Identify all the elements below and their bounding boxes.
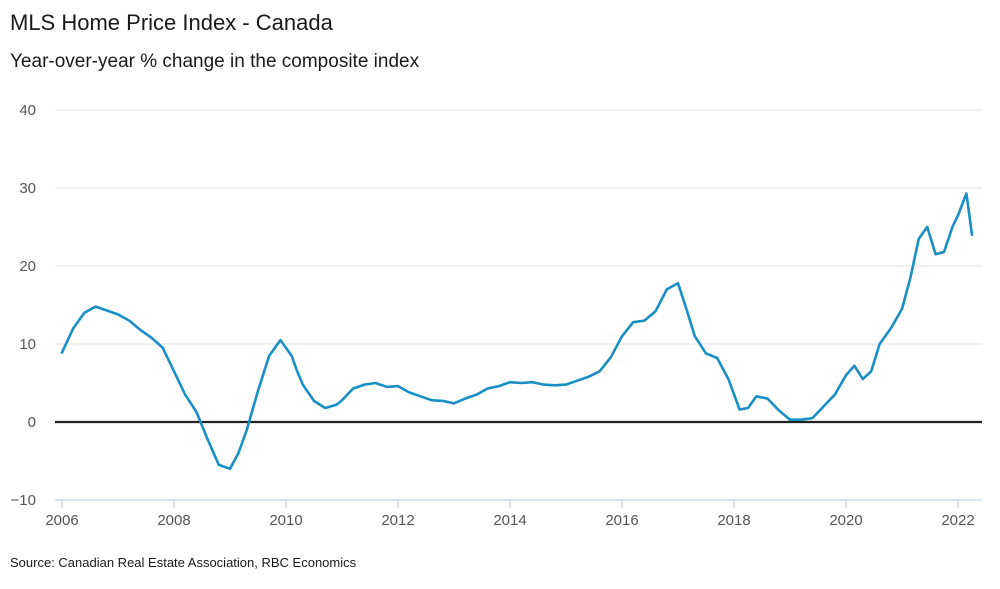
x-tick-label: 2012: [381, 512, 414, 529]
series-layer: [60, 192, 974, 471]
y-tick-label: 0: [28, 414, 36, 431]
x-tick-label: 2010: [269, 512, 302, 529]
x-tick-label: 2006: [45, 512, 78, 529]
chart-subtitle: Year-over-year % change in the composite…: [10, 51, 420, 72]
x-tick-label: 2018: [717, 512, 750, 529]
series-line: [60, 192, 974, 471]
y-tick-label: −10: [11, 492, 36, 509]
chart-title: MLS Home Price Index - Canada: [10, 10, 333, 35]
x-tick-label: 2022: [941, 512, 974, 529]
y-axis-ticks: −10 0 10 20 30 40: [11, 102, 36, 509]
y-tick-label: 40: [19, 102, 36, 119]
x-tick-label: 2016: [605, 512, 638, 529]
x-axis-ticks: 2006 2008 2010 2012 2014 2016 2018 2020 2022: [45, 500, 975, 529]
x-tick-label: 2020: [829, 512, 862, 529]
y-tick-label: 30: [19, 180, 36, 197]
y-tick-label: 10: [19, 336, 36, 353]
source-note: Source: Canadian Real Estate Association…: [10, 555, 357, 570]
x-tick-label: 2008: [157, 512, 190, 529]
gridlines: [55, 109, 982, 424]
x-tick-label: 2014: [493, 512, 526, 529]
y-tick-label: 20: [19, 258, 36, 275]
